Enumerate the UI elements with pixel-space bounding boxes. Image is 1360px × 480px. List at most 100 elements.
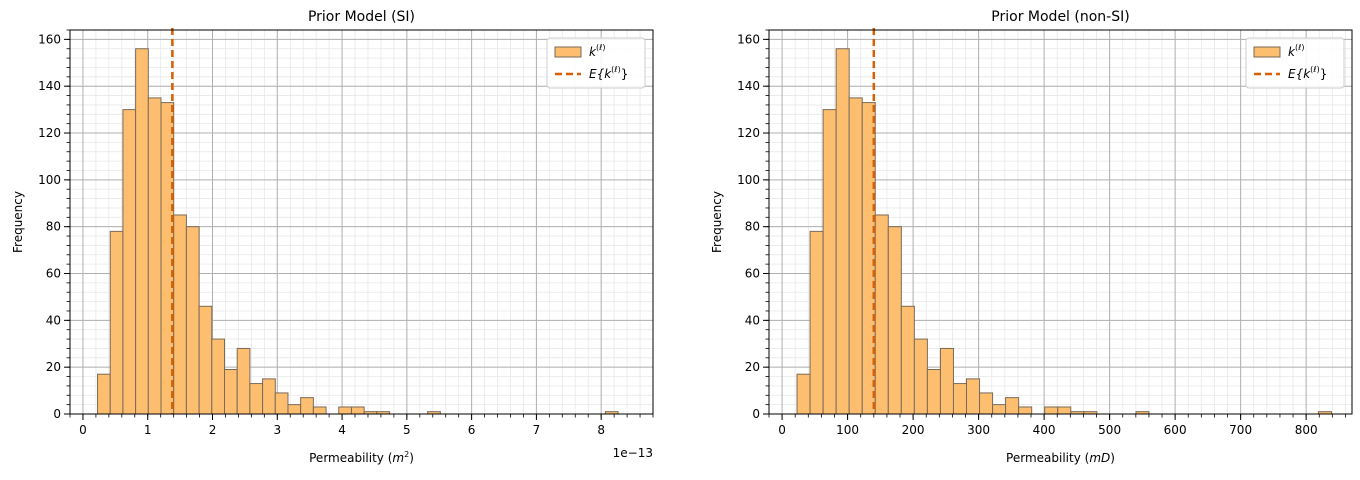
x-axis-label-close: ) [409, 451, 414, 465]
y-tick-label: 40 [46, 313, 61, 327]
histogram-bar [198, 305, 213, 415]
y-tick-label: 140 [38, 79, 61, 93]
histogram-bar [900, 305, 915, 415]
y-tick-label: 40 [745, 313, 760, 327]
y-tick-label: 80 [745, 220, 760, 234]
y-tick-label: 120 [737, 126, 760, 140]
x-axis-label-unit: mD [1089, 451, 1110, 465]
x-tick-label: 2 [209, 423, 217, 437]
legend-swatch-histogram [554, 46, 582, 58]
legend-label: E{k(ℓ)} [1288, 65, 1327, 81]
x-tick-label: 700 [1229, 423, 1252, 437]
x-tick-label: 5 [403, 423, 411, 437]
histogram-bar [109, 230, 124, 415]
histogram-bar [939, 347, 954, 415]
histogram-bar [1005, 397, 1020, 415]
histogram-bar [185, 226, 200, 415]
legend-label-base: k [1303, 67, 1311, 81]
chart-title: Prior Model (non-SI) [991, 9, 1129, 25]
histogram-bars [97, 48, 619, 415]
histogram-bar [262, 378, 276, 415]
x-offset-text: 1e−13 [613, 446, 653, 460]
y-tick-label: 160 [38, 32, 61, 46]
histogram-bar [887, 226, 902, 415]
legend-swatch-histogram [1253, 46, 1281, 58]
legend-label-superscript: (ℓ) [596, 43, 606, 52]
x-tick-label: 800 [1295, 423, 1318, 437]
histogram-bar [1044, 406, 1059, 415]
legend-label-suffix: } [621, 67, 629, 81]
x-axis-label-unit-superscript: 2 [404, 450, 409, 459]
x-axis-label-close: ) [1110, 451, 1115, 465]
y-tick-label: 80 [46, 220, 61, 234]
histogram-bar [300, 397, 314, 415]
histogram-bar [835, 48, 850, 415]
x-axis-label: Permeability (mD) [1006, 451, 1115, 465]
y-tick-label: 160 [737, 32, 760, 46]
axes-frame [69, 29, 654, 415]
legend-label-superscript: (ℓ) [611, 65, 621, 74]
histogram-bar [287, 404, 302, 415]
legend-label-base: k [589, 45, 597, 59]
histogram-bar [223, 369, 238, 415]
histogram-bar [992, 404, 1007, 415]
legend-label-suffix: } [1320, 67, 1328, 81]
x-axis-label-unit: m [392, 451, 404, 465]
legend-label-superscript: (ℓ) [1295, 43, 1305, 52]
histogram-bar [97, 373, 111, 415]
histogram-bar [913, 338, 928, 415]
legend-label: k(ℓ) [1288, 43, 1305, 59]
histogram-bar [135, 48, 149, 415]
histogram-bar [874, 214, 889, 415]
histogram-bar [338, 406, 352, 415]
legend: k(ℓ)E{k(ℓ)} [1245, 37, 1345, 89]
y-tick-label: 60 [745, 267, 760, 281]
histogram-bar [274, 392, 289, 415]
legend-label: E{k(ℓ)} [589, 65, 628, 81]
x-tick-label: 1 [144, 423, 152, 437]
x-tick-label: 500 [1098, 423, 1121, 437]
histogram-bar [1018, 406, 1033, 415]
histogram-bar [965, 378, 981, 415]
x-axis-label-text: Permeability ( [309, 451, 392, 465]
legend-label-base: k [604, 67, 612, 81]
y-axis-label: Frequency [11, 191, 25, 253]
x-tick-label: 400 [1033, 423, 1056, 437]
legend-label-prefix: E{ [1288, 67, 1304, 81]
histogram-bar [848, 97, 863, 415]
x-tick-label: 200 [902, 423, 925, 437]
x-tick-label: 6 [468, 423, 476, 437]
y-tick-label: 120 [38, 126, 61, 140]
x-tick-label: 0 [778, 423, 786, 437]
chart-title: Prior Model (SI) [308, 9, 415, 25]
x-tick-label: 100 [836, 423, 859, 437]
legend: k(ℓ)E{k(ℓ)} [546, 37, 646, 89]
x-tick-label: 4 [338, 423, 346, 437]
histogram-bar [147, 97, 162, 415]
histogram-bar [952, 383, 967, 415]
histogram-bar [211, 338, 225, 415]
x-tick-label: 3 [273, 423, 281, 437]
histogram-bar [350, 406, 365, 415]
histogram-bar [979, 392, 994, 415]
histogram-bar [1057, 406, 1072, 415]
x-tick-label: 7 [533, 423, 541, 437]
histogram-bars [796, 48, 1332, 415]
legend-label: k(ℓ) [589, 43, 606, 59]
legend-label-prefix: E{ [589, 67, 605, 81]
x-tick-label: 8 [597, 423, 605, 437]
y-tick-label: 140 [737, 79, 760, 93]
chart-panel-2: 0 100 200 300 400 500 600 700 800 0 20 40 60 80 100 120… [710, 9, 1353, 465]
y-tick-label: 20 [745, 360, 760, 374]
x-tick-label: 0 [79, 423, 87, 437]
x-tick-label: 600 [1164, 423, 1187, 437]
histogram-bar [122, 109, 137, 415]
y-axis-label: Frequency [710, 191, 724, 253]
ticks: 0 100 200 300 400 500 600 700 800 0 20 40 60 80 100 120… [737, 29, 1346, 437]
histogram-bar [249, 383, 264, 415]
y-tick-label: 100 [38, 173, 61, 187]
y-tick-label: 60 [46, 267, 61, 281]
